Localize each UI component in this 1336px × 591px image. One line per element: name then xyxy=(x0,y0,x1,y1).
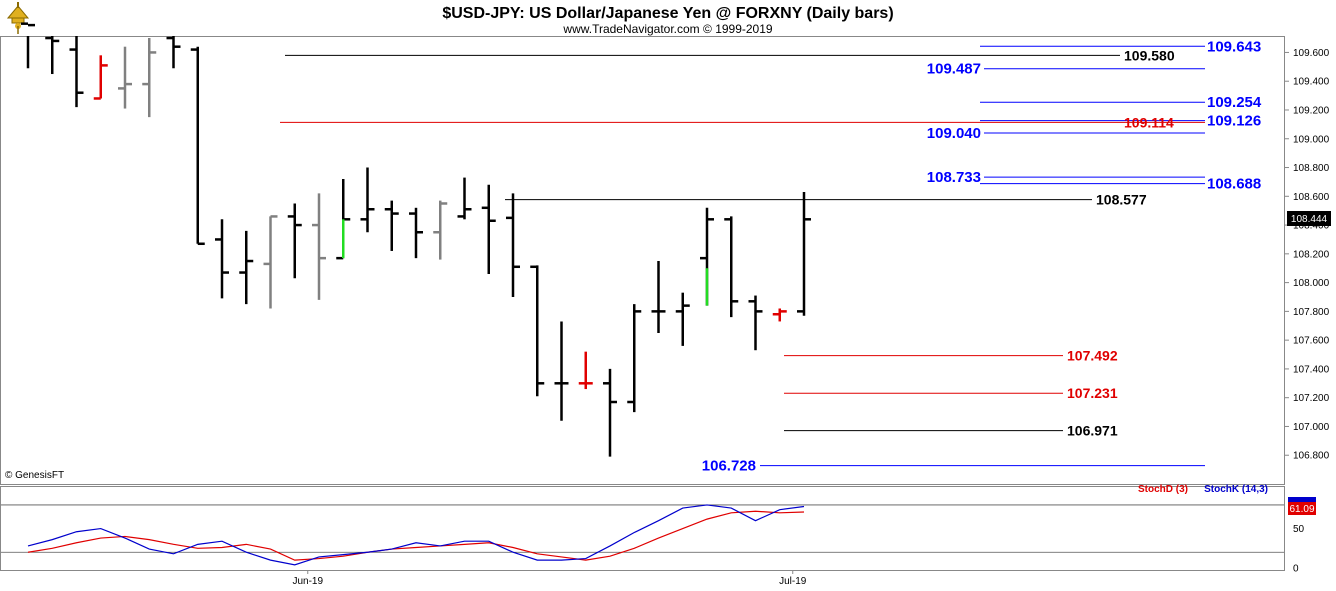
level-label: 107.492 xyxy=(1067,348,1118,364)
price-tick-label: 108.800 xyxy=(1293,163,1330,174)
ohlc-bar xyxy=(142,38,157,118)
level-label: 109.114 xyxy=(1124,114,1174,130)
level-label: 109.580 xyxy=(1124,47,1175,63)
ohlc-bar xyxy=(69,36,84,108)
price-tick-label: 107.000 xyxy=(1293,422,1330,433)
stochastic-legend: StochD (3) StochK (14,3) xyxy=(1138,484,1268,495)
time-axis-label: Jun-19 xyxy=(292,576,323,587)
time-axis: Jun-19 Jul-19 xyxy=(292,570,807,587)
level-label: 107.231 xyxy=(1067,385,1118,401)
ohlc-bar xyxy=(530,265,545,397)
ohlc-bar xyxy=(433,200,448,260)
price-axis: 106.800 107.000 107.200 107.400 107.600 107.8… xyxy=(1284,48,1330,462)
level-label: 106.971 xyxy=(1067,423,1118,439)
ohlc-bars xyxy=(21,22,811,457)
stochastic-tick-label: 50 xyxy=(1293,524,1305,535)
ohlc-bar xyxy=(554,321,569,421)
ohlc-bar xyxy=(603,368,617,457)
price-tick-label: 107.600 xyxy=(1293,336,1330,347)
stochastic-last-marker: 61.09 xyxy=(1288,497,1316,515)
ohlc-bar xyxy=(263,215,278,309)
level-label: 109.040 xyxy=(927,125,981,142)
price-tick-label: 109.200 xyxy=(1293,105,1330,116)
stochastic-series-line xyxy=(27,510,805,561)
stochastic-series-line xyxy=(27,504,805,566)
last-price-label: 108.444 xyxy=(1291,214,1328,225)
ohlc-bar xyxy=(215,219,229,299)
ohlc-bar xyxy=(724,216,739,318)
ohlc-bar xyxy=(675,292,690,346)
chart-title: $USD-JPY: US Dollar/Japanese Yen @ FORXN… xyxy=(442,5,893,22)
price-tick-label: 108.000 xyxy=(1293,278,1330,289)
level-lines: 109.643 109.580 109.487 109.254 109.126 109.1… xyxy=(280,38,1262,475)
ohlc-bar xyxy=(772,308,787,322)
header: $USD-JPY: US Dollar/Japanese Yen @ FORXN… xyxy=(6,2,894,36)
legend-stoch-k: StochK (14,3) xyxy=(1204,484,1268,495)
level-label: 108.688 xyxy=(1207,176,1261,193)
ohlc-bar xyxy=(118,46,132,109)
time-axis-label: Jul-19 xyxy=(779,576,807,587)
stochastic-tick-label: 0 xyxy=(1293,564,1299,575)
ohlc-bar xyxy=(481,184,496,274)
ohlc-bar xyxy=(360,167,375,233)
ohlc-bar xyxy=(578,351,593,390)
last-price-marker: 108.444 xyxy=(1287,211,1331,226)
price-tick-label: 108.400 xyxy=(1293,221,1330,232)
legend-stoch-d: StochD (3) xyxy=(1138,484,1188,495)
ohlc-bar xyxy=(457,177,472,220)
price-tick-label: 107.400 xyxy=(1293,364,1330,375)
level-label: 108.733 xyxy=(927,169,981,186)
price-panel xyxy=(0,36,1285,485)
ohlc-bar xyxy=(384,200,399,251)
level-label: 108.577 xyxy=(1096,192,1147,208)
ohlc-bar xyxy=(166,36,181,69)
price-tick-label: 106.800 xyxy=(1293,451,1330,462)
ohlc-bar xyxy=(409,207,423,259)
price-tick-label: 107.800 xyxy=(1293,307,1330,318)
ohlc-bar xyxy=(627,304,642,413)
level-label: 109.643 xyxy=(1207,38,1261,55)
ohlc-bar xyxy=(797,191,811,316)
price-tick-label: 108.200 xyxy=(1293,249,1330,260)
ohlc-bar xyxy=(506,193,520,297)
ohlc-bar xyxy=(93,55,108,100)
price-tick-label: 109.400 xyxy=(1293,77,1330,88)
chart-subtitle: www.TradeNavigator.com © 1999-2019 xyxy=(562,22,772,36)
ohlc-bar xyxy=(748,295,763,351)
ohlc-bar xyxy=(651,261,666,333)
ohlc-bar xyxy=(312,193,326,300)
level-label: 106.728 xyxy=(702,458,756,475)
price-tick-label: 108.600 xyxy=(1293,192,1330,203)
stochastic-lines xyxy=(27,504,805,566)
copyright-label: © GenesisFT xyxy=(5,470,64,481)
price-tick-label: 107.200 xyxy=(1293,393,1330,404)
logo-icon xyxy=(6,2,30,34)
price-tick-label: 109.000 xyxy=(1293,134,1330,145)
level-label: 109.487 xyxy=(927,61,981,78)
price-tick-label: 109.600 xyxy=(1293,48,1330,59)
ohlc-bar xyxy=(21,22,35,69)
stochastic-last-label: 61.09 xyxy=(1289,504,1314,515)
level-label: 109.254 xyxy=(1207,94,1262,111)
ohlc-bar xyxy=(190,46,205,246)
level-label: 109.126 xyxy=(1207,113,1261,130)
ohlc-bar xyxy=(45,36,60,75)
ohlc-bar xyxy=(287,203,302,279)
stochastic-axis: 0 50 xyxy=(1,504,1305,575)
ohlc-bar xyxy=(239,230,254,305)
